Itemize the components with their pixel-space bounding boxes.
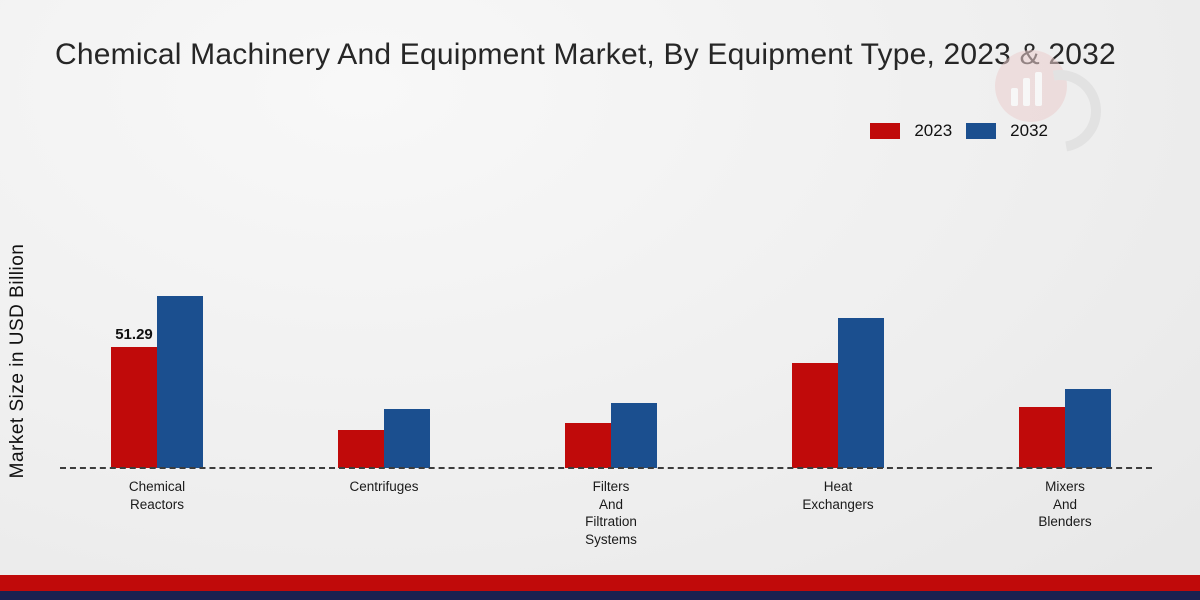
bar-2032-mixers-and-blenders <box>1065 389 1111 468</box>
bar-2023-chemical-reactors <box>111 347 157 468</box>
bar-2032-filters-and-filtration-systems <box>611 403 657 468</box>
category-label-centrifuges: Centrifuges <box>349 479 419 494</box>
bar-value-label: 51.29 <box>115 326 153 343</box>
x-axis-baseline <box>60 467 1152 469</box>
footer-navy-band <box>0 591 1200 600</box>
watermark-circle <box>995 50 1067 122</box>
category-label-mixers-and-blenders: Mixers And Blenders <box>1038 479 1092 529</box>
watermark-bar-chart-icon <box>1011 72 1042 106</box>
legend-swatch-2032 <box>966 123 997 139</box>
footer-red-band <box>0 575 1200 591</box>
bar-2023-heat-exchangers <box>792 363 838 468</box>
category-label-heat-exchangers: Heat Exchangers <box>802 479 874 512</box>
legend-label-2023: 2023 <box>914 121 953 140</box>
bar-2023-mixers-and-blenders <box>1019 407 1065 468</box>
legend: 2023 2032 <box>870 121 1048 141</box>
chart-title: Chemical Machinery And Equipment Market,… <box>55 38 1116 71</box>
bar-2032-heat-exchangers <box>838 318 884 468</box>
legend-label-2032: 2032 <box>1010 121 1048 140</box>
bar-2032-centrifuges <box>384 409 430 468</box>
plot-area: 51.29 <box>111 296 1111 468</box>
category-label-chemical-reactors: Chemical Reactors <box>128 479 186 512</box>
bar-2023-filters-and-filtration-systems <box>565 423 611 468</box>
watermark-logo <box>985 50 1118 169</box>
bar-2032-chemical-reactors <box>157 296 203 468</box>
legend-swatch-2023 <box>870 123 901 139</box>
bar-2023-centrifuges <box>338 430 384 468</box>
category-label-filters-and-filtration-systems: Filters And Filtration Systems <box>585 479 637 547</box>
